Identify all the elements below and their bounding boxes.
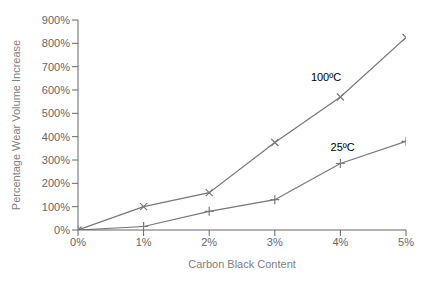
svg-text:5%: 5% xyxy=(398,236,414,248)
svg-text:800%: 800% xyxy=(42,37,70,49)
svg-text:0%: 0% xyxy=(54,224,70,236)
svg-text:700%: 700% xyxy=(42,61,70,73)
svg-text:100ºC: 100ºC xyxy=(311,71,341,83)
svg-text:400%: 400% xyxy=(42,131,70,143)
svg-text:Percentage Wear Volume Increas: Percentage Wear Volume Increase xyxy=(10,40,22,210)
svg-text:3%: 3% xyxy=(267,236,283,248)
svg-text:900%: 900% xyxy=(42,14,70,26)
svg-text:2%: 2% xyxy=(201,236,217,248)
svg-text:0%: 0% xyxy=(70,236,86,248)
svg-text:500%: 500% xyxy=(42,107,70,119)
svg-text:4%: 4% xyxy=(332,236,348,248)
svg-text:100%: 100% xyxy=(42,201,70,213)
svg-text:300%: 300% xyxy=(42,154,70,166)
svg-text:600%: 600% xyxy=(42,84,70,96)
svg-text:Carbon Black Content: Carbon Black Content xyxy=(188,258,296,270)
svg-text:200%: 200% xyxy=(42,177,70,189)
svg-text:25ºC: 25ºC xyxy=(331,141,355,153)
svg-text:1%: 1% xyxy=(136,236,152,248)
